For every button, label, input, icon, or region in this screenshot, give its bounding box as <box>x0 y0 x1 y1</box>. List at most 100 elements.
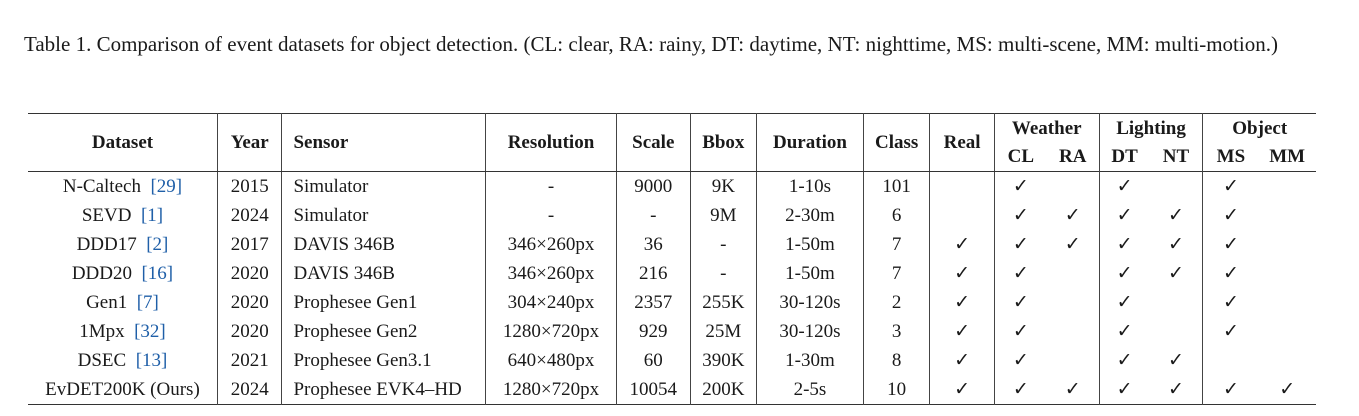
cell-ms: ✓ <box>1222 321 1239 342</box>
cell-duration: 1-50m <box>756 230 864 259</box>
cell-resolution: - <box>485 201 617 230</box>
cell-ra <box>1046 317 1100 346</box>
header-nt: NT <box>1149 143 1204 172</box>
cell-class: 7 <box>863 230 931 259</box>
cell-mm <box>1258 201 1316 230</box>
table-row: DDD17 [2] 2017 DAVIS 346B 346×260px 36-1-50m… <box>28 230 1316 259</box>
cell-sensor: DAVIS 346B <box>281 230 486 259</box>
cell-bbox: 255K <box>690 288 758 317</box>
header-ms: MS <box>1216 146 1246 167</box>
cell-year: 2017 <box>217 230 283 259</box>
citation-link[interactable]: [29] <box>150 175 183 197</box>
cell-ms: ✓ <box>1222 176 1239 197</box>
table-row: N-Caltech [29] 2015 Simulator -9000 9K 1-10s 1… <box>28 171 1316 201</box>
cell-class: 2 <box>863 288 931 317</box>
citation-link[interactable]: [7] <box>136 291 159 313</box>
cell-duration: 30-120s <box>756 317 864 346</box>
dataset-name: SEVD <box>81 204 132 226</box>
cell-year: 2020 <box>217 259 283 288</box>
header-object: Object <box>1232 117 1288 139</box>
cell-sensor: DAVIS 346B <box>281 259 486 288</box>
cell-cl: ✓ <box>1012 321 1029 342</box>
citation-link[interactable]: [16] <box>141 262 174 284</box>
cell-bbox: 200K <box>690 375 758 405</box>
cell-cl: ✓ <box>1012 176 1029 197</box>
cell-real: ✓ <box>929 346 995 375</box>
dataset-name: DDD17 <box>76 233 137 255</box>
cell-class: 8 <box>863 346 931 375</box>
cell-dt: ✓ <box>1116 292 1133 313</box>
cell-dt: ✓ <box>1116 379 1133 400</box>
cell-nt: ✓ <box>1149 259 1204 288</box>
cell-real: ✓ <box>929 375 995 405</box>
dataset-name: 1Mpx <box>79 320 125 342</box>
cell-class: 3 <box>863 317 931 346</box>
header-bbox: Bbox <box>690 113 758 172</box>
cell-cl: ✓ <box>1012 292 1029 313</box>
citation-link[interactable]: [13] <box>135 349 168 371</box>
citation-link[interactable]: [1] <box>140 204 164 226</box>
cell-scale: 60 <box>616 346 691 375</box>
cell-nt: ✓ <box>1149 375 1204 405</box>
cell-scale: 929 <box>616 317 691 346</box>
cell-dt: ✓ <box>1116 205 1133 226</box>
dataset-name: Gen1 <box>86 291 128 313</box>
header-duration: Duration <box>756 113 864 172</box>
header-dt: DT <box>1111 146 1138 167</box>
cell-dataset: SEVD [1] <box>28 201 218 230</box>
cell-mm <box>1258 346 1316 375</box>
cell-bbox: - <box>690 230 758 259</box>
cell-dataset: DSEC [13] <box>28 346 218 375</box>
cell-nt: ✓ <box>1149 346 1204 375</box>
cell-ms: ✓ <box>1222 379 1239 400</box>
cell-sensor: Prophesee Gen2 <box>281 317 486 346</box>
table-row: DDD20 [16] 2020 DAVIS 346B 346×260px 216-1-5… <box>28 259 1316 288</box>
cell-duration: 2-30m <box>756 201 864 230</box>
cell-duration: 2-5s <box>756 375 864 405</box>
cell-scale: 36 <box>616 230 691 259</box>
table-caption: Table 1. Comparison of event datasets fo… <box>24 32 1278 56</box>
cell-dataset: Gen1 [7] <box>28 288 218 317</box>
cell-ra <box>1046 346 1100 375</box>
cell-cl: ✓ <box>1012 350 1029 371</box>
cell-year: 2021 <box>217 346 283 375</box>
cell-mm <box>1258 317 1316 346</box>
cell-dt: ✓ <box>1116 321 1133 342</box>
cell-resolution: 1280×720px <box>485 317 617 346</box>
cell-real: ✓ <box>929 288 995 317</box>
cell-bbox: 9K <box>690 171 758 201</box>
cell-nt: ✓ <box>1149 201 1204 230</box>
cell-year: 2020 <box>217 288 283 317</box>
dataset-name: DSEC <box>77 349 127 371</box>
cell-real <box>929 171 995 201</box>
cell-bbox: 390K <box>690 346 758 375</box>
cell-sensor: Prophesee Gen1 <box>281 288 486 317</box>
header-resolution: Resolution <box>485 113 617 172</box>
cell-class: 10 <box>863 375 931 405</box>
cell-ms: ✓ <box>1222 263 1239 284</box>
cell-bbox: - <box>690 259 758 288</box>
cell-resolution: 346×260px <box>485 259 617 288</box>
dataset-name: DDD20 <box>71 262 132 284</box>
cell-scale: 10054 <box>616 375 691 405</box>
cell-sensor: Prophesee EVK4–HD <box>281 375 486 405</box>
header-mm: MM <box>1269 146 1306 167</box>
cell-ms: ✓ <box>1222 234 1239 255</box>
cell-duration: 1-50m <box>756 259 864 288</box>
header-class: Class <box>863 113 931 172</box>
cell-real <box>929 201 995 230</box>
table-row: Gen1 [7] 2020 Prophesee Gen1 304×240px 2357 2… <box>28 288 1316 317</box>
table-row: EvDET200K (Ours) 2024 Prophesee EVK4–HD 128… <box>28 375 1316 405</box>
cell-scale: 9000 <box>616 171 691 201</box>
cell-cl: ✓ <box>1012 205 1029 226</box>
cell-dataset: DDD20 [16] <box>28 259 218 288</box>
cell-ra: ✓ <box>1046 201 1100 230</box>
citation-link[interactable]: [32] <box>134 320 166 342</box>
cell-dataset: 1Mpx [32] <box>28 317 218 346</box>
cell-resolution: 304×240px <box>485 288 617 317</box>
header-cl: CL <box>1007 146 1034 167</box>
citation-link[interactable]: [2] <box>146 233 169 255</box>
header-real: Real <box>929 113 995 172</box>
cell-scale: - <box>616 201 691 230</box>
cell-ra <box>1046 288 1100 317</box>
